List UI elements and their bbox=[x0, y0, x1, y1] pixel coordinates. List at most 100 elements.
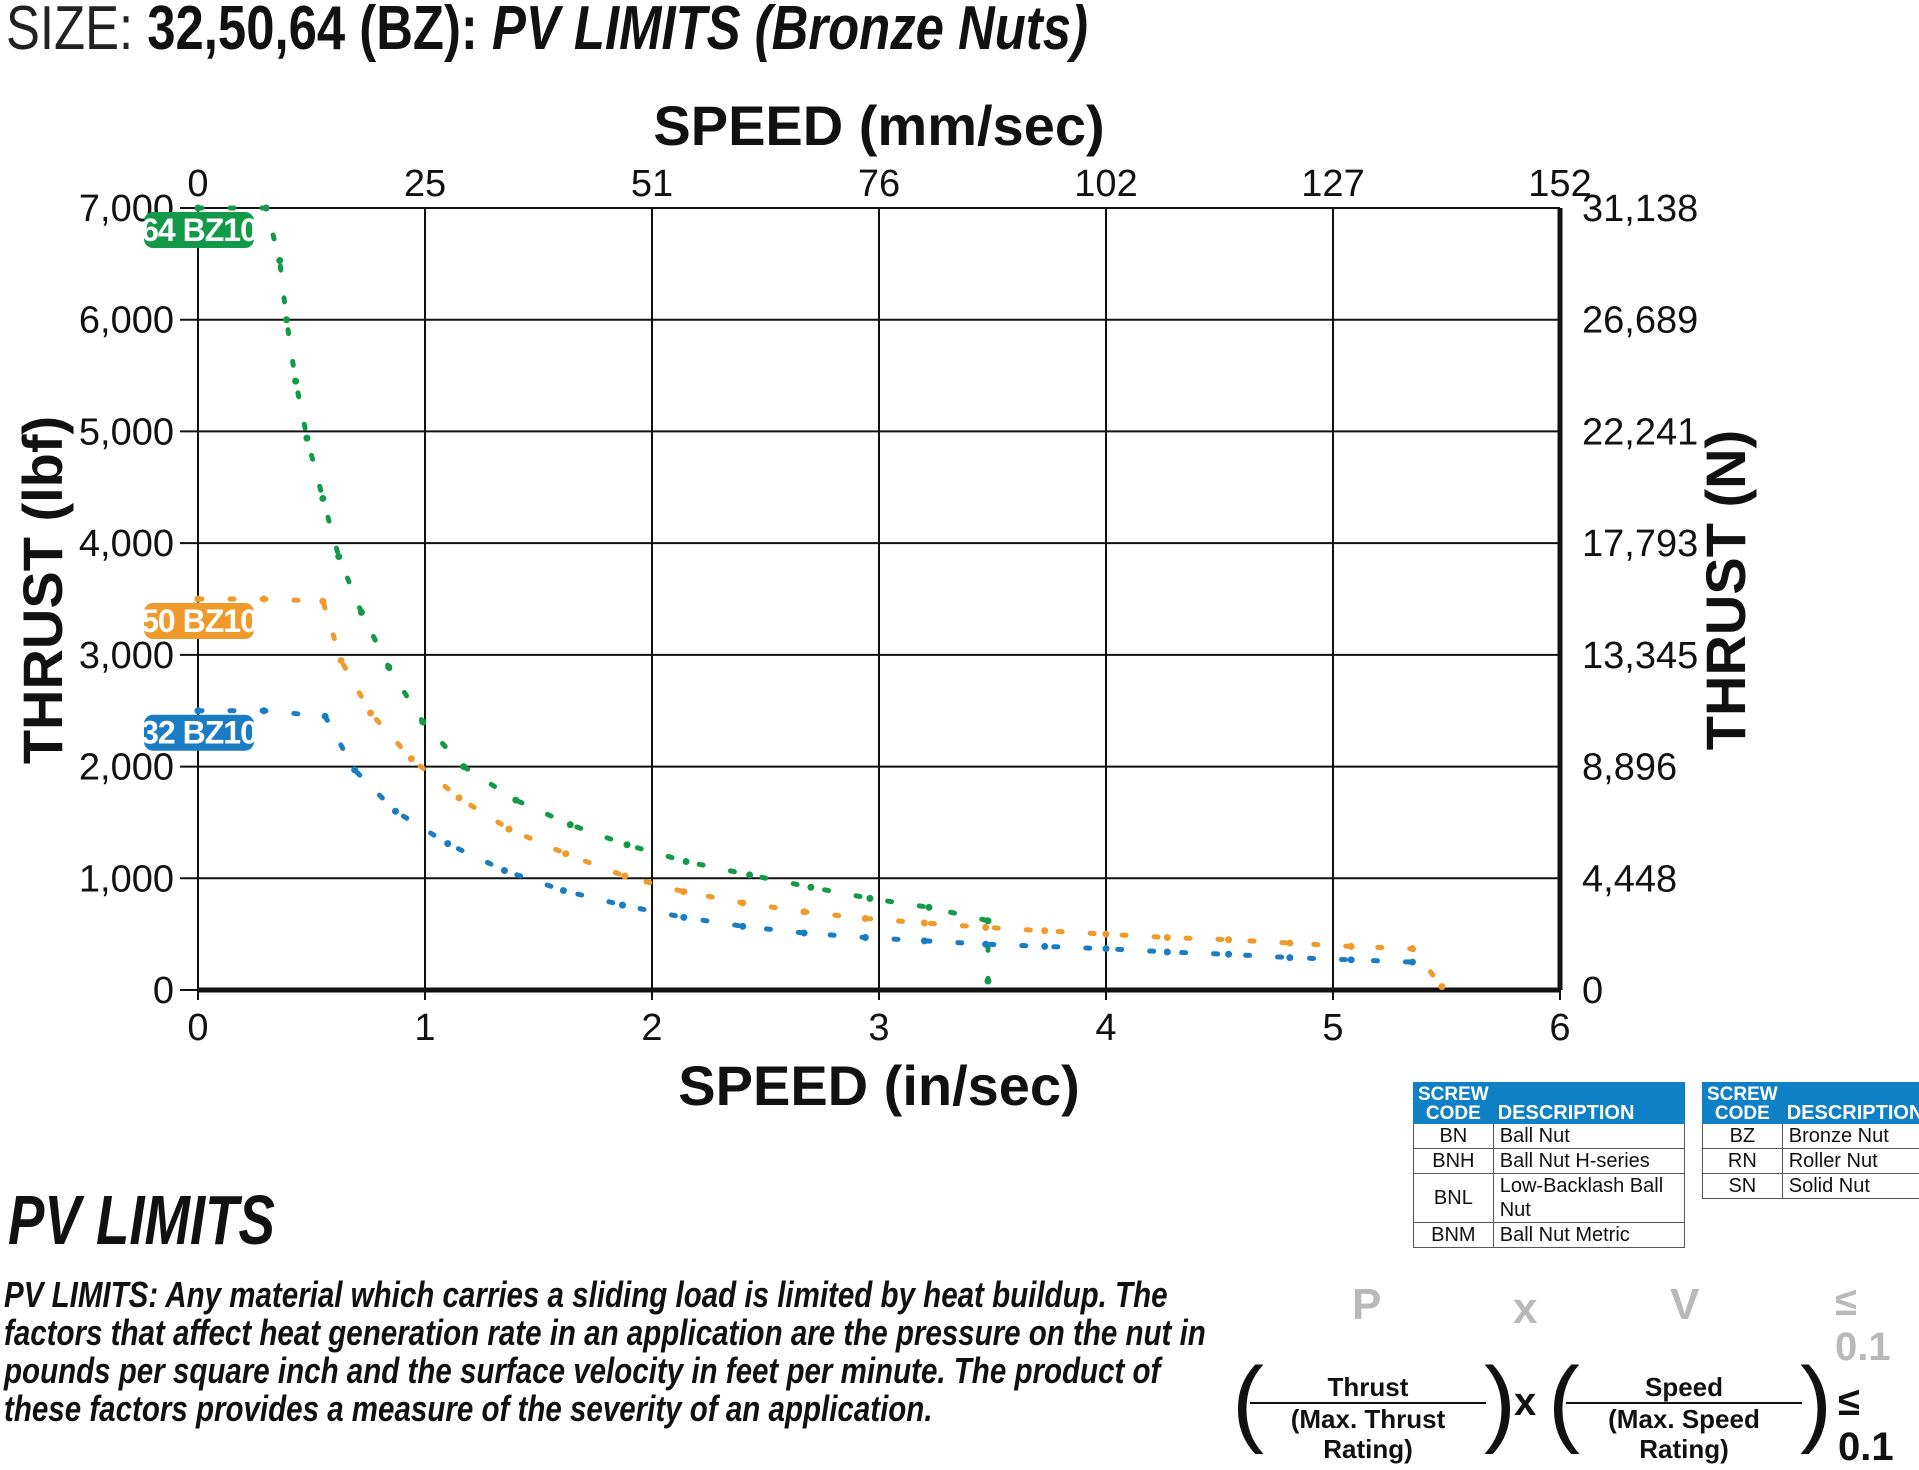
data-point bbox=[260, 707, 267, 714]
data-point bbox=[621, 873, 628, 880]
series-line-32-bz10 bbox=[198, 711, 1412, 962]
data-point bbox=[367, 709, 374, 716]
data-point bbox=[195, 596, 202, 603]
data-point bbox=[392, 808, 399, 815]
data-point bbox=[195, 707, 202, 714]
header-screw-code-line1: SCREW bbox=[1418, 1084, 1489, 1105]
data-point bbox=[408, 755, 415, 762]
data-point bbox=[1103, 931, 1110, 938]
data-point bbox=[1409, 945, 1416, 952]
screw-description: Roller Nut bbox=[1782, 1149, 1919, 1174]
formula-times: x bbox=[1514, 1380, 1536, 1425]
data-point bbox=[1225, 936, 1232, 943]
screw-code: BNH bbox=[1414, 1149, 1494, 1174]
speed-numerator: Speed bbox=[1566, 1372, 1802, 1404]
data-point bbox=[505, 826, 512, 833]
pv-limits-heading: PV LIMITS bbox=[8, 1180, 275, 1260]
screw-description: Ball Nut bbox=[1493, 1124, 1684, 1149]
x-bottom-tick-label: 5 bbox=[1322, 1007, 1343, 1049]
data-point bbox=[1286, 940, 1293, 947]
data-point bbox=[982, 941, 989, 948]
formula-x: x bbox=[1513, 1284, 1537, 1334]
data-point bbox=[512, 797, 519, 804]
table-header-row: SCREW CODE DESCRIPTION bbox=[1414, 1083, 1685, 1124]
y-left-tick-label: 3,000 bbox=[79, 635, 174, 677]
data-point bbox=[1041, 943, 1048, 950]
data-point bbox=[1164, 934, 1171, 941]
data-point bbox=[1286, 954, 1293, 961]
thrust-fraction: Thrust (Max. Thrust Rating) bbox=[1250, 1372, 1486, 1464]
speed-fraction: Speed (Max. Speed Rating) bbox=[1566, 1372, 1802, 1464]
data-point bbox=[984, 978, 991, 985]
thrust-numerator: Thrust bbox=[1250, 1372, 1486, 1404]
data-point bbox=[263, 205, 270, 212]
close-paren-thrust: ) bbox=[1484, 1354, 1516, 1450]
data-point bbox=[801, 908, 808, 915]
series-line-64-bz10 bbox=[198, 208, 988, 981]
data-point bbox=[862, 934, 869, 941]
x-top-tick-label: 102 bbox=[1074, 163, 1137, 205]
data-point bbox=[680, 888, 687, 895]
x-bottom-tick-label: 4 bbox=[1095, 1007, 1116, 1049]
x-top-tick-label: 25 bbox=[404, 163, 446, 205]
screw-code: BNM bbox=[1414, 1223, 1494, 1248]
data-point bbox=[385, 664, 392, 671]
data-point bbox=[921, 937, 928, 944]
formula-v: V bbox=[1670, 1280, 1699, 1330]
y-right-tick-label: 4,448 bbox=[1582, 858, 1677, 900]
data-point bbox=[567, 821, 574, 828]
data-point bbox=[456, 794, 463, 801]
y-right-tick-label: 31,138 bbox=[1582, 188, 1698, 230]
data-point bbox=[982, 924, 989, 931]
data-point bbox=[358, 609, 365, 616]
y-right-tick-label: 0 bbox=[1582, 970, 1603, 1012]
y-left-tick-label: 6,000 bbox=[79, 300, 174, 342]
data-point bbox=[501, 867, 508, 874]
formula-p: P bbox=[1352, 1280, 1381, 1330]
y-right-tick-label: 17,793 bbox=[1582, 523, 1698, 565]
data-point bbox=[801, 930, 808, 937]
header-screw-code: SCREW CODE bbox=[1703, 1083, 1783, 1124]
series-label-64-bz10: 64 BZ10 bbox=[141, 212, 257, 248]
y-right-tick-label: 13,345 bbox=[1582, 635, 1698, 677]
data-point bbox=[444, 840, 451, 847]
data-point bbox=[1164, 949, 1171, 956]
x-top-tick-label: 0 bbox=[187, 163, 208, 205]
series-line-50-bz10 bbox=[198, 599, 1442, 987]
header-description: DESCRIPTION bbox=[1782, 1083, 1919, 1124]
y-left-tick-label: 4,000 bbox=[79, 523, 174, 565]
table-header-row: SCREW CODE DESCRIPTION bbox=[1703, 1083, 1919, 1124]
data-point bbox=[1041, 927, 1048, 934]
formula-limit-2: ≤ 0.1 bbox=[1838, 1380, 1919, 1470]
x-top-axis-title: SPEED (mm/sec) bbox=[653, 94, 1104, 157]
x-bottom-tick-label: 6 bbox=[1549, 1007, 1570, 1049]
data-point bbox=[984, 917, 991, 924]
x-top-tick-label: 127 bbox=[1301, 163, 1364, 205]
data-point bbox=[1103, 945, 1110, 952]
y-right-tick-label: 26,689 bbox=[1582, 300, 1698, 342]
x-bottom-tick-label: 3 bbox=[868, 1007, 889, 1049]
series-label-text: 64 BZ10 bbox=[141, 212, 257, 248]
screw-code: RN bbox=[1703, 1149, 1783, 1174]
x-top-tick-label: 51 bbox=[631, 163, 673, 205]
header-screw-code: SCREW CODE bbox=[1414, 1083, 1494, 1124]
y-right-tick-label: 8,896 bbox=[1582, 747, 1677, 789]
data-point bbox=[1225, 951, 1232, 958]
y-left-tick-label: 5,000 bbox=[79, 411, 174, 453]
series-label-50-bz10: 50 BZ10 bbox=[141, 603, 257, 639]
data-point bbox=[283, 316, 290, 323]
screw-code: BN bbox=[1414, 1124, 1494, 1149]
y-left-tick-label: 1,000 bbox=[79, 858, 174, 900]
series-label-text: 50 BZ10 bbox=[141, 603, 257, 639]
data-point bbox=[680, 914, 687, 921]
data-point bbox=[338, 657, 345, 664]
data-point bbox=[624, 841, 631, 848]
x-bottom-axis-title: SPEED (in/sec) bbox=[678, 1054, 1079, 1117]
screw-description: Solid Nut bbox=[1782, 1174, 1919, 1199]
data-point bbox=[276, 257, 283, 264]
